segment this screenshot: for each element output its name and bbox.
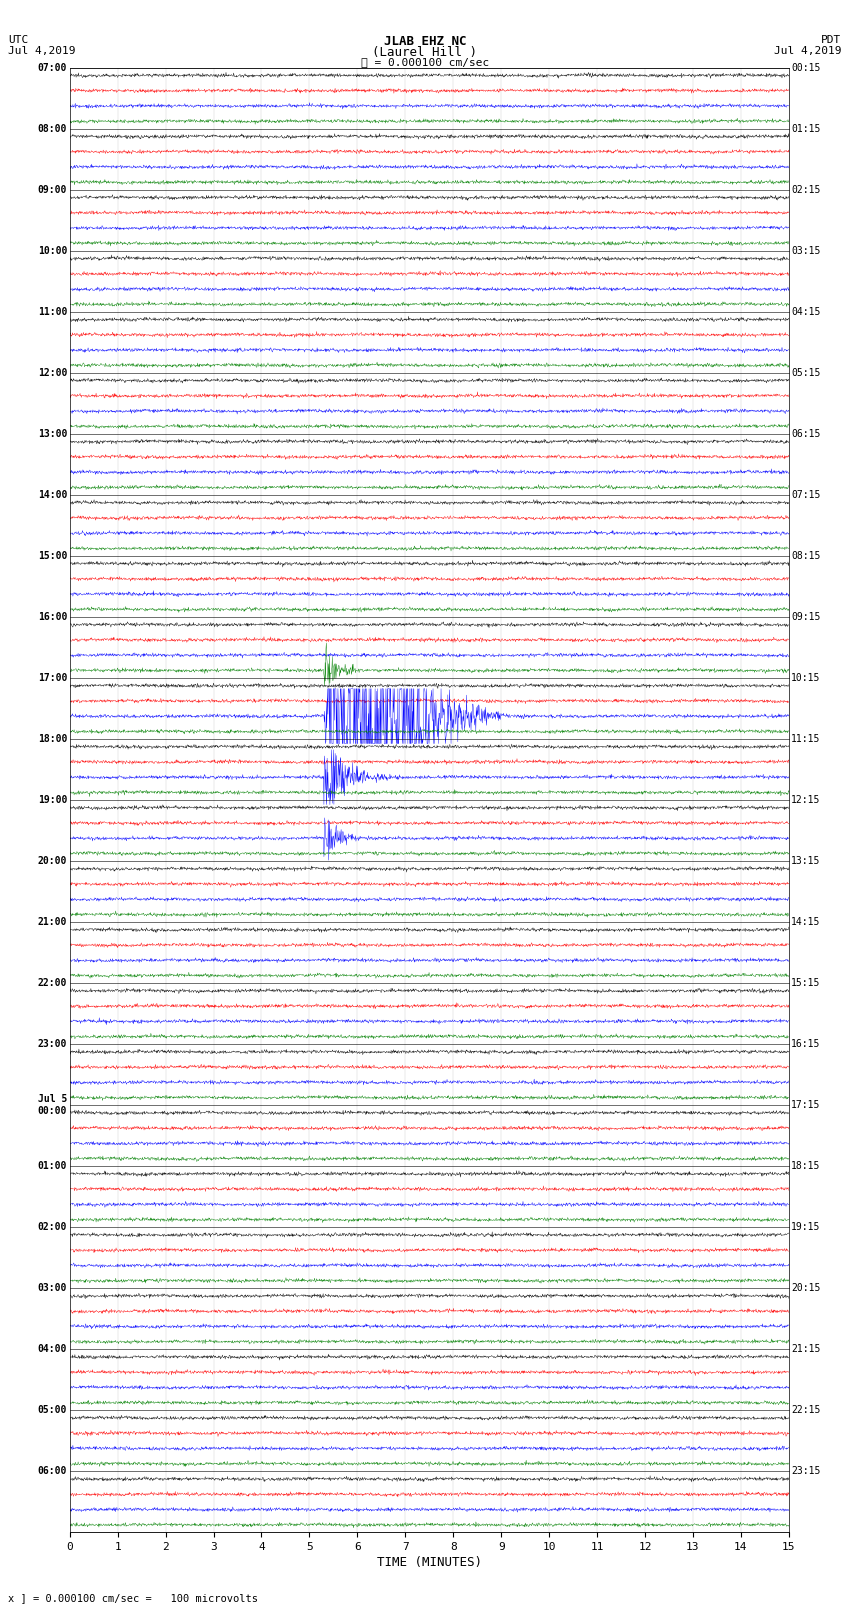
Text: 14:00: 14:00: [37, 490, 67, 500]
Text: ⎹ = 0.000100 cm/sec: ⎹ = 0.000100 cm/sec: [361, 56, 489, 66]
Text: 20:00: 20:00: [37, 857, 67, 866]
Text: 00:15: 00:15: [791, 63, 821, 73]
Text: JLAB EHZ NC: JLAB EHZ NC: [383, 35, 467, 48]
Text: Jul 5
00:00: Jul 5 00:00: [37, 1094, 67, 1116]
Text: 16:15: 16:15: [791, 1039, 821, 1048]
Text: 13:00: 13:00: [37, 429, 67, 439]
Text: 06:15: 06:15: [791, 429, 821, 439]
Text: 03:00: 03:00: [37, 1284, 67, 1294]
Text: 04:00: 04:00: [37, 1344, 67, 1355]
Text: 03:15: 03:15: [791, 245, 821, 256]
Text: 09:00: 09:00: [37, 185, 67, 195]
Text: (Laurel Hill ): (Laurel Hill ): [372, 45, 478, 60]
Text: 08:00: 08:00: [37, 124, 67, 134]
Text: 19:15: 19:15: [791, 1223, 821, 1232]
Text: 05:00: 05:00: [37, 1405, 67, 1415]
Text: 21:15: 21:15: [791, 1344, 821, 1355]
Text: 02:00: 02:00: [37, 1223, 67, 1232]
Text: 22:15: 22:15: [791, 1405, 821, 1415]
X-axis label: TIME (MINUTES): TIME (MINUTES): [377, 1557, 482, 1569]
Text: 13:15: 13:15: [791, 857, 821, 866]
Text: 04:15: 04:15: [791, 306, 821, 316]
Text: 07:00: 07:00: [37, 63, 67, 73]
Text: 07:15: 07:15: [791, 490, 821, 500]
Text: 23:15: 23:15: [791, 1466, 821, 1476]
Text: 17:15: 17:15: [791, 1100, 821, 1110]
Text: 01:15: 01:15: [791, 124, 821, 134]
Text: 22:00: 22:00: [37, 977, 67, 989]
Text: 12:00: 12:00: [37, 368, 67, 377]
Text: 01:00: 01:00: [37, 1161, 67, 1171]
Text: 23:00: 23:00: [37, 1039, 67, 1048]
Text: PDT
Jul 4,2019: PDT Jul 4,2019: [774, 35, 842, 56]
Text: 11:00: 11:00: [37, 306, 67, 316]
Text: 17:00: 17:00: [37, 673, 67, 682]
Text: 10:00: 10:00: [37, 245, 67, 256]
Text: 20:15: 20:15: [791, 1284, 821, 1294]
Text: x ] = 0.000100 cm/sec =   100 microvolts: x ] = 0.000100 cm/sec = 100 microvolts: [8, 1594, 258, 1603]
Text: 02:15: 02:15: [791, 185, 821, 195]
Text: 16:00: 16:00: [37, 611, 67, 623]
Text: 10:15: 10:15: [791, 673, 821, 682]
Text: 12:15: 12:15: [791, 795, 821, 805]
Text: 05:15: 05:15: [791, 368, 821, 377]
Text: 19:00: 19:00: [37, 795, 67, 805]
Text: 21:00: 21:00: [37, 918, 67, 927]
Text: 14:15: 14:15: [791, 918, 821, 927]
Text: 15:00: 15:00: [37, 552, 67, 561]
Text: 18:00: 18:00: [37, 734, 67, 744]
Text: 09:15: 09:15: [791, 611, 821, 623]
Text: 08:15: 08:15: [791, 552, 821, 561]
Text: UTC
Jul 4,2019: UTC Jul 4,2019: [8, 35, 76, 56]
Text: 15:15: 15:15: [791, 977, 821, 989]
Text: 06:00: 06:00: [37, 1466, 67, 1476]
Text: 18:15: 18:15: [791, 1161, 821, 1171]
Text: 11:15: 11:15: [791, 734, 821, 744]
